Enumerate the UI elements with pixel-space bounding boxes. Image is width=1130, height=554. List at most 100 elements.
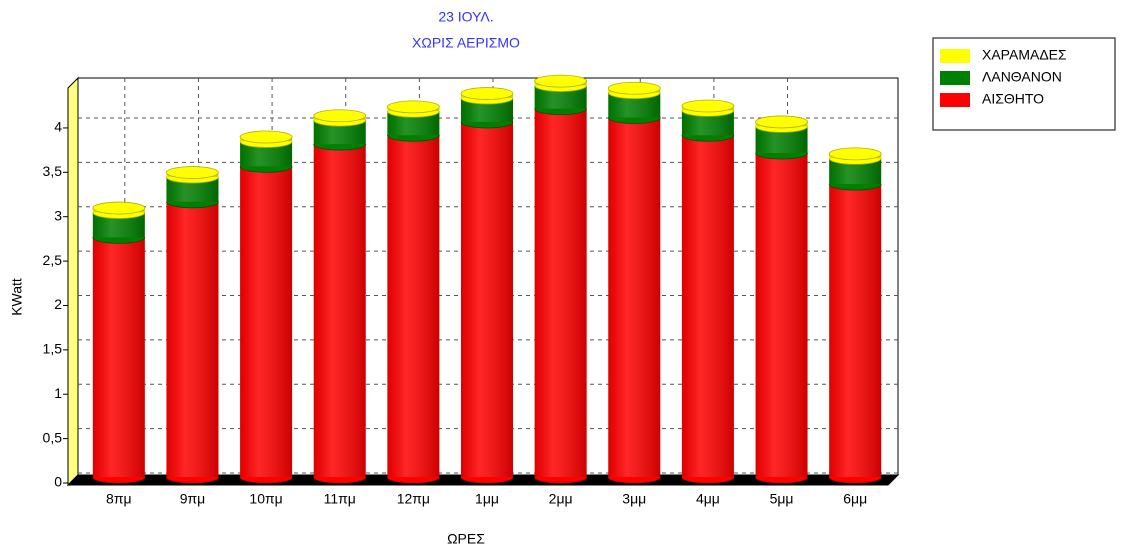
legend-label: ΑΙΣΘΗΤΟ [982, 91, 1044, 107]
bar-segment [460, 97, 514, 129]
segment-edge [828, 476, 882, 484]
x-tick-label: 12πμ [397, 491, 430, 507]
segment-edge [92, 212, 146, 219]
bar-segment [681, 99, 735, 117]
segment-edge [534, 108, 588, 116]
x-axis-label: ΩΡΕΣ [447, 531, 485, 547]
chart-title: 23 ΙΟΥΛ. [438, 9, 493, 25]
bar-segment [607, 117, 661, 484]
x-tick-label: 9πμ [180, 491, 206, 507]
y-tick-label: 1 [54, 385, 62, 401]
segment-shade [755, 153, 808, 477]
segment-shade [829, 184, 882, 477]
bar-top [534, 74, 588, 88]
segment-edge [166, 476, 219, 484]
x-tick-label: 11πμ [324, 491, 356, 507]
bar-segment [534, 85, 588, 116]
bar-segment [755, 115, 808, 133]
segment-edge [386, 476, 440, 484]
bar-top [828, 147, 882, 161]
bar-top [92, 201, 146, 215]
bar-segment [534, 74, 588, 92]
bar-segment [239, 166, 293, 484]
x-tick-label: 5μμ [770, 491, 794, 507]
bar-top [460, 87, 514, 100]
bar-segment [460, 87, 514, 105]
bar-segment [92, 201, 146, 219]
y-tick-label: 1,5 [43, 341, 63, 357]
bar-segment [755, 153, 808, 484]
segment-edge [828, 158, 882, 165]
bar-segment [681, 135, 735, 484]
bar-top [239, 130, 293, 144]
segment-shade [461, 97, 513, 122]
bar-segment [166, 166, 219, 184]
y-tick-label: 0 [54, 474, 62, 490]
bar-segment [313, 109, 367, 127]
segment-edge [460, 97, 514, 105]
segment-edge [681, 135, 735, 142]
x-tick-label: 1μμ [475, 491, 499, 507]
segment-shade [166, 201, 219, 477]
bar-top [607, 81, 661, 95]
bar-segment [534, 108, 588, 484]
bar-segment [239, 130, 293, 148]
segment-edge [386, 111, 440, 118]
segment-edge [313, 476, 367, 484]
legend-label: ΧΑΡΑΜΑΔΕΣ [982, 47, 1067, 63]
segment-edge [607, 117, 661, 124]
chart-subtitle: ΧΩΡΙΣ ΑΕΡΙΣΜΟ [412, 35, 520, 51]
legend-swatch [940, 93, 970, 107]
y-tick-label: 2 [54, 296, 62, 312]
bar-segment [607, 81, 661, 100]
segment-edge [166, 201, 219, 209]
segment-edge [607, 92, 661, 100]
segment-edge [534, 85, 588, 92]
segment-edge [460, 476, 514, 484]
segment-edge [681, 110, 735, 117]
segment-edge [534, 476, 588, 484]
y-tick-label: 4 [54, 119, 62, 135]
y-tick-label: 3 [54, 207, 62, 223]
segment-shade [534, 108, 587, 477]
bar-top [313, 109, 367, 123]
segment-edge [166, 176, 219, 184]
segment-shade [387, 111, 440, 136]
bar-segment [386, 135, 440, 484]
segment-edge [755, 126, 808, 133]
bar-top [681, 99, 735, 113]
segment-edge [239, 476, 293, 484]
segment-edge [313, 144, 367, 151]
bar-segment [166, 201, 219, 484]
segment-edge [607, 476, 661, 484]
bar-segment [92, 237, 146, 484]
segment-edge [313, 120, 367, 127]
y-tick-label: 3,5 [43, 163, 63, 179]
bar-segment [460, 121, 514, 484]
segment-edge [755, 476, 808, 484]
left-wall [67, 76, 79, 487]
y-tick-label: 2,5 [43, 252, 63, 268]
bar-top [755, 115, 808, 129]
segment-edge [460, 121, 514, 129]
x-tick-label: 4μμ [696, 491, 720, 507]
bar-segment [828, 184, 882, 484]
legend-swatch [940, 49, 970, 63]
segment-edge [92, 237, 146, 244]
segment-shade [461, 121, 513, 477]
x-tick-label: 2μμ [549, 491, 573, 507]
bar-top [386, 100, 440, 114]
legend-swatch [940, 71, 970, 85]
segment-shade [387, 135, 440, 477]
bar-segment [828, 147, 882, 165]
x-tick-label: 8πμ [106, 491, 132, 507]
x-tick-label: 10πμ [249, 491, 282, 507]
segment-shade [608, 117, 661, 477]
segment-shade [313, 120, 366, 145]
segment-shade [313, 144, 366, 477]
segment-shade [681, 135, 734, 477]
segment-shade [534, 85, 587, 109]
legend-label: ΛΑΝΘΑΝΟΝ [982, 69, 1062, 85]
y-tick-label: 0,5 [43, 429, 63, 445]
